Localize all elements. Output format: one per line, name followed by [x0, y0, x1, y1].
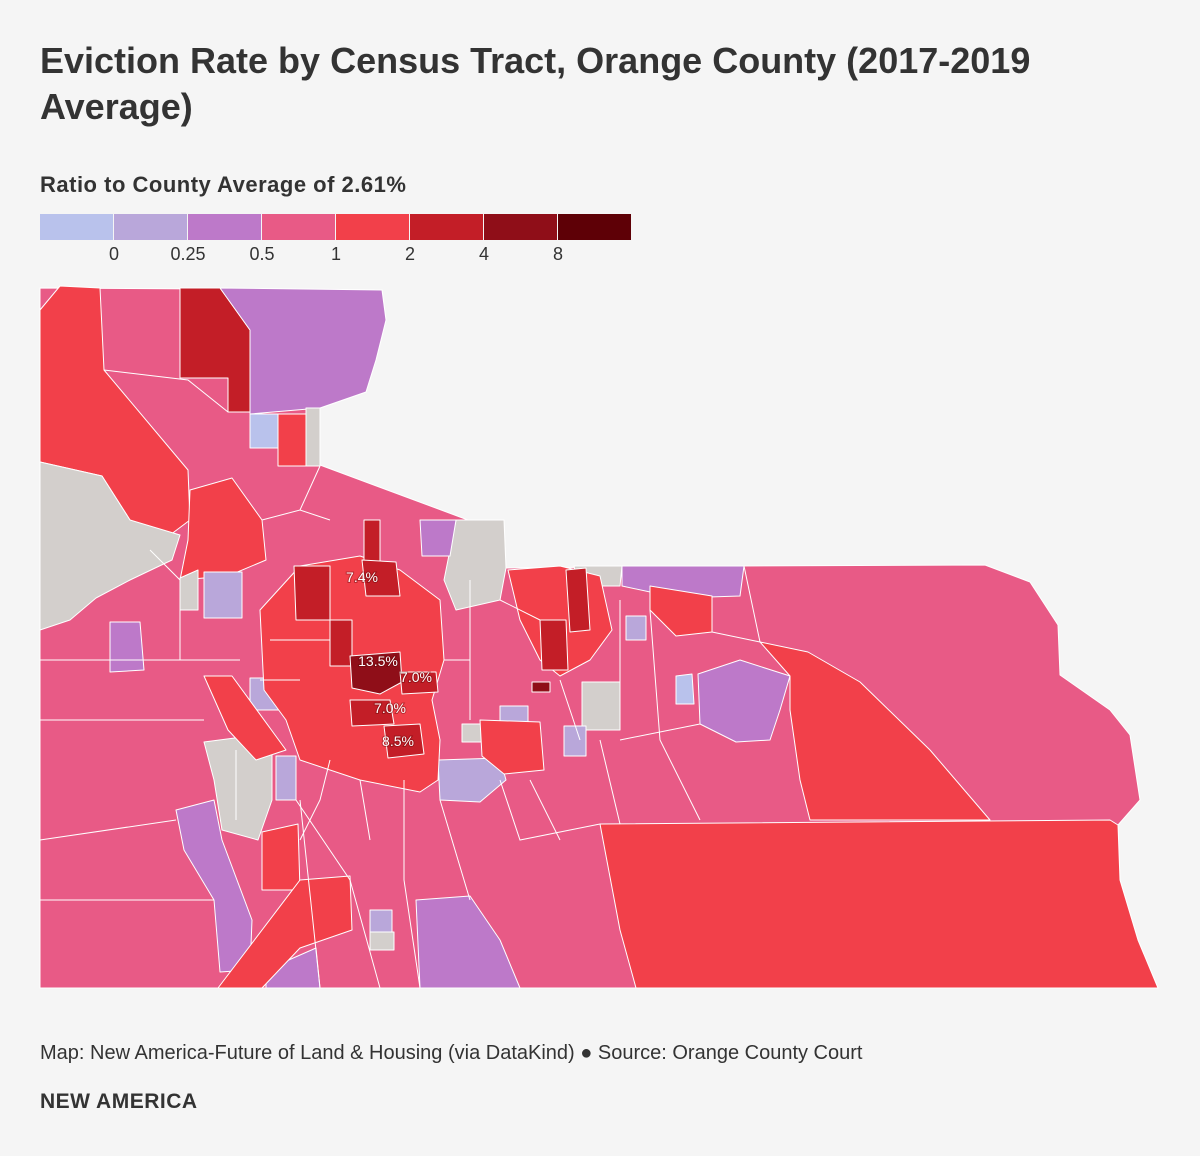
brand-logo: NEW AMERICA	[40, 1090, 198, 1113]
tract-purple-west	[109, 621, 145, 673]
tract-darkred-core-4	[399, 671, 439, 695]
legend-swatch-4	[336, 214, 409, 240]
tract-red-southwest-arm	[203, 675, 287, 761]
tract-darkred-center-left	[293, 565, 331, 621]
tract-rate-label: 7.0%	[374, 700, 406, 716]
legend-swatch-3	[262, 214, 335, 240]
tract-boundaries	[39, 369, 761, 989]
tract-lowest-east-small	[625, 615, 647, 641]
legend-swatch-1	[114, 214, 187, 240]
tract-lowest-east-center	[563, 725, 587, 757]
tract-darkred-east-strip	[539, 619, 569, 671]
tract-lowest-south-west	[275, 755, 297, 801]
tract-purple-center-north	[419, 519, 457, 557]
tract-nodata-east-center	[581, 681, 621, 731]
legend-swatch-0	[40, 214, 113, 240]
legend-color-scale	[40, 214, 632, 240]
legend-title: Ratio to County Average of 2.61%	[40, 172, 407, 197]
tract-darkred-core-5	[349, 699, 395, 727]
legend-tick-label: 0	[108, 244, 120, 264]
tract-purple-east	[697, 659, 791, 743]
tract-red-center-south	[479, 719, 545, 775]
tract-red-east-diagonal	[759, 641, 991, 821]
tract-lowest-east	[675, 673, 695, 705]
tract-purple-south	[415, 895, 521, 989]
tract-nodata-south-small	[369, 931, 395, 951]
tract-red-southwest-diagonal	[217, 875, 353, 989]
tract-nodata-north	[305, 407, 321, 467]
legend-swatch-6	[484, 214, 557, 240]
tract-red-north-small	[277, 413, 307, 467]
tract-rate-label: 8.5%	[382, 733, 414, 749]
tract-darkred-north-strip	[363, 519, 381, 563]
legend-tick-label: 2	[404, 244, 416, 264]
legend-swatch-7	[558, 214, 631, 240]
map-labels: 7.4%13.5%7.0%7.0%8.5%	[345, 568, 433, 750]
tract-rate-label: 7.4%	[346, 569, 378, 585]
source-note: Map: New America-Future of Land & Housin…	[40, 1042, 863, 1064]
choropleth-map: 7.4%13.5%7.0%7.0%8.5%	[39, 285, 1159, 989]
legend-tick-label: 0.5	[249, 244, 275, 264]
legend-tick-label: 0.25	[170, 244, 206, 264]
legend-tick-label: 8	[552, 244, 564, 264]
tract-northwest-red	[179, 477, 267, 581]
tract-darkred-center-strip	[329, 619, 353, 667]
legend-ticks: 0 0.25 0.5 1 2 4 8	[40, 244, 640, 268]
tract-nodata-west	[39, 461, 181, 631]
legend-swatch-2	[188, 214, 261, 240]
legend-swatch-5	[410, 214, 483, 240]
tract-red-south-strip	[261, 823, 301, 891]
tract-north-purple	[219, 287, 387, 415]
tract-red-southeast-large	[599, 819, 1159, 989]
tract-darkred-core-2	[361, 559, 401, 597]
tract-rate-label: 7.0%	[400, 669, 432, 685]
legend-tick-label: 4	[478, 244, 490, 264]
tract-darkred-east-small	[531, 681, 551, 693]
tract-lowest-west	[203, 571, 243, 619]
chart-title: Eviction Rate by Census Tract, Orange Co…	[40, 40, 1031, 127]
tract-lowest-south-small	[369, 909, 393, 933]
tract-darkred-east-strip-2	[565, 567, 591, 633]
tract-darkred-core-3	[383, 723, 425, 759]
tract-lowest-north	[249, 413, 279, 449]
tract-darkred-core-1	[349, 651, 403, 695]
tract-rate-label: 13.5%	[358, 653, 398, 669]
tract-red-east-north	[649, 585, 713, 637]
legend-tick-label: 1	[330, 244, 342, 264]
